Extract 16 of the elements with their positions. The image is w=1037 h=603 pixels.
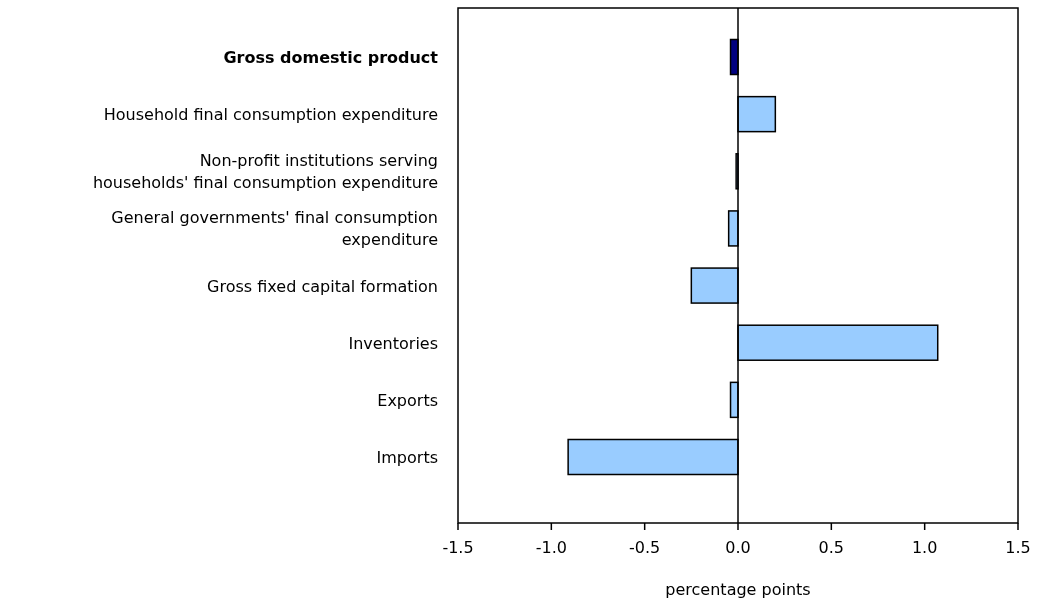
x-tick-label: -1.0: [535, 538, 567, 557]
y-tick-label: Exports: [377, 390, 438, 410]
x-tick-label: 1.5: [1005, 538, 1031, 557]
y-tick-label: Inventories: [348, 333, 438, 353]
y-tick-label: Gross fixed capital formation: [207, 276, 438, 296]
x-tick-label: -0.5: [629, 538, 661, 557]
x-tick-label: -1.5: [442, 538, 474, 557]
y-tick-label: Household final consumption expenditure: [103, 105, 438, 125]
x-axis-title: percentage points: [665, 580, 811, 599]
y-tick-label: Gross domestic product: [223, 48, 439, 67]
x-tick-label: 0.5: [818, 538, 845, 557]
y-tick-label: General governments' final consumption expenditure: [111, 208, 438, 250]
y-tick-label: Non-profit institutions serving households' final consumption expenditure: [92, 151, 438, 193]
x-tick-label: 0.0: [725, 538, 751, 557]
x-tick-label: 1.0: [911, 538, 938, 557]
y-tick-label: Imports: [376, 448, 438, 467]
